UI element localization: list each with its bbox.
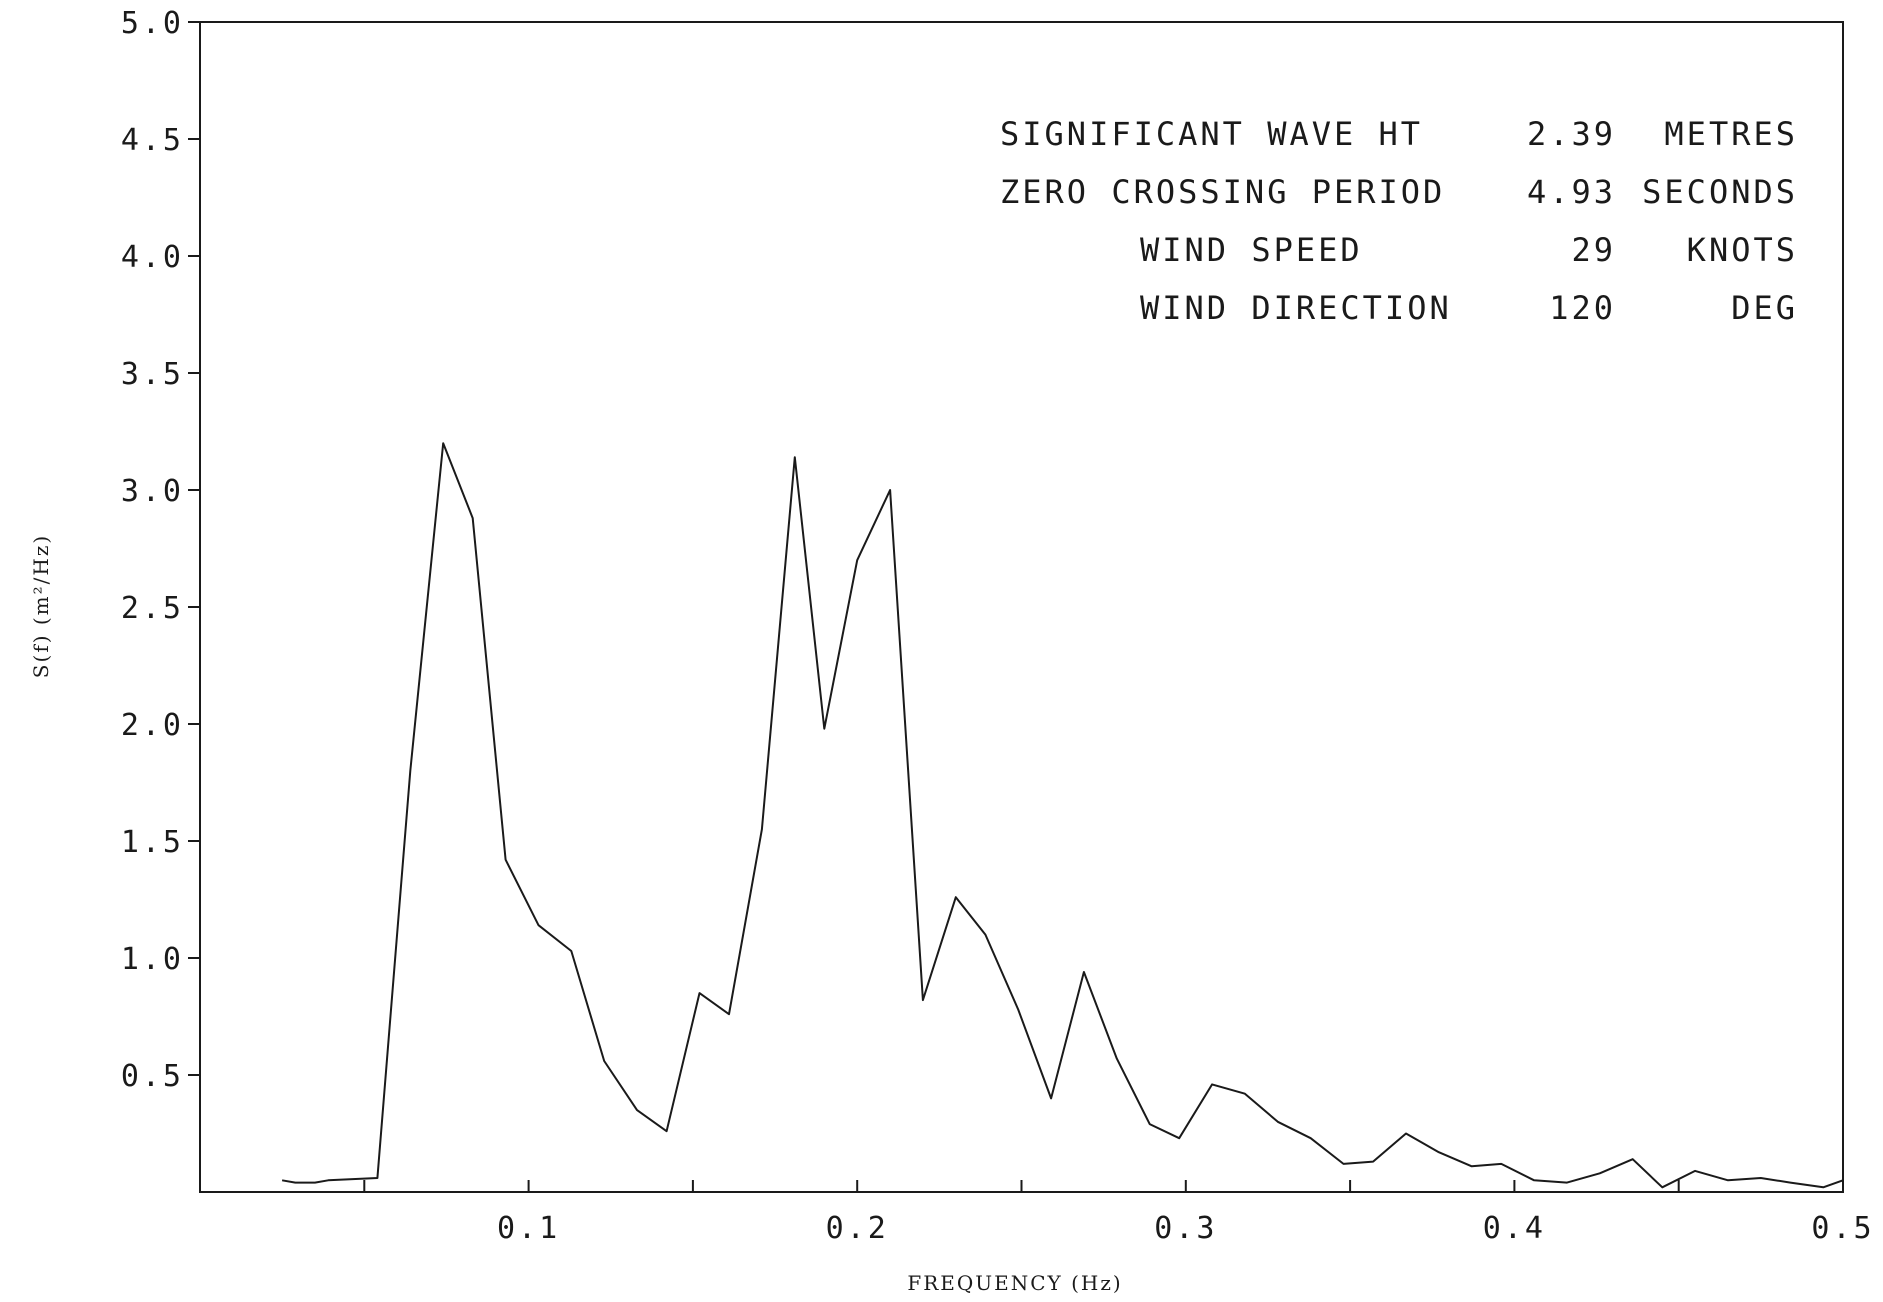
x-axis-ticks: 0.1 0.2 0.3 0.4 0.5 bbox=[363, 1180, 1874, 1246]
info-unit-wind-speed: KNOTS bbox=[1687, 231, 1798, 269]
x-axis-title: FREQUENCY (Hz) bbox=[907, 1271, 1122, 1295]
y-tick-label: 2.0 bbox=[121, 708, 184, 743]
info-unit-wind-direction: DEG bbox=[1731, 289, 1798, 327]
y-axis-ticks: 0.5 1.0 1.5 2.0 2.5 3.0 3.5 4.0 4.5 5.0 bbox=[121, 6, 200, 1094]
y-tick-label: 1.5 bbox=[121, 825, 184, 860]
info-unit-zero-crossing: SECONDS bbox=[1642, 173, 1798, 211]
info-value-wave-height: 2.39 bbox=[1527, 115, 1616, 153]
x-tick-label: 0.2 bbox=[826, 1211, 889, 1246]
x-tick-label: 0.3 bbox=[1154, 1211, 1217, 1246]
info-unit-wave-height: METRES bbox=[1664, 115, 1798, 153]
x-tick-label: 0.4 bbox=[1483, 1211, 1546, 1246]
info-panel: SIGNIFICANT WAVE HT 2.39 METRES ZERO CRO… bbox=[1000, 115, 1798, 327]
y-tick-label: 2.5 bbox=[121, 591, 184, 626]
info-label-wind-direction: WIND DIRECTION bbox=[1140, 289, 1452, 327]
y-tick-label: 4.0 bbox=[121, 240, 184, 275]
y-tick-label: 1.0 bbox=[121, 942, 184, 977]
y-tick-label: 5.0 bbox=[121, 6, 184, 41]
info-label-zero-crossing: ZERO CROSSING PERIOD bbox=[1000, 173, 1445, 211]
info-value-wind-direction: 120 bbox=[1549, 289, 1616, 327]
info-label-wave-height: SIGNIFICANT WAVE HT bbox=[1000, 115, 1423, 153]
info-value-wind-speed: 29 bbox=[1571, 231, 1616, 269]
x-tick-label: 0.5 bbox=[1811, 1211, 1874, 1246]
y-tick-label: 3.5 bbox=[121, 357, 184, 392]
series-layer bbox=[281, 442, 1844, 1189]
y-tick-label: 3.0 bbox=[121, 474, 184, 509]
x-tick-label: 0.1 bbox=[497, 1211, 560, 1246]
spectrum-line bbox=[281, 442, 1844, 1189]
y-tick-label: 4.5 bbox=[121, 123, 184, 158]
y-tick-label: 0.5 bbox=[121, 1059, 184, 1094]
info-value-zero-crossing: 4.93 bbox=[1527, 173, 1616, 211]
info-label-wind-speed: WIND SPEED bbox=[1140, 231, 1363, 269]
y-axis-title: S(f) (m²/Hz) bbox=[29, 534, 53, 678]
